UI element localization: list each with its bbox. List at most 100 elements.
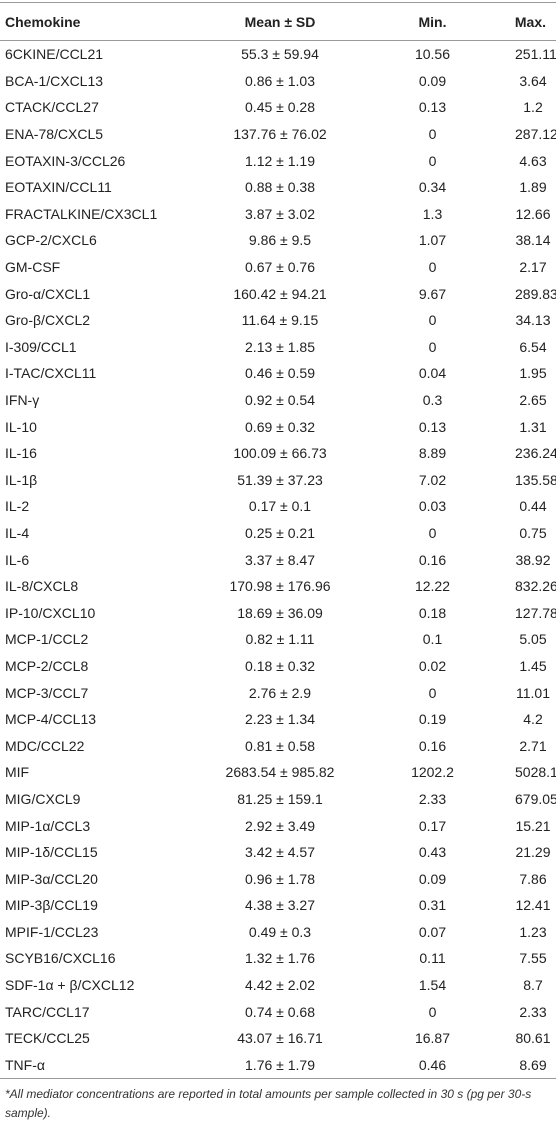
table-cell: 12.41	[515, 897, 551, 914]
table-cell: EOTAXIN/CCL11	[5, 179, 112, 196]
table-cell: 2.71	[519, 737, 547, 754]
table-cell: 137.76 ± 76.02	[233, 126, 327, 143]
table-cell: 0	[428, 1003, 437, 1020]
table-cell: TNF-α	[5, 1056, 45, 1073]
table-cell: 170.98 ± 176.96	[229, 578, 331, 595]
table-cell: 5028.19	[515, 764, 556, 781]
table-cell: MIP-3α/CCL20	[5, 870, 98, 887]
table-row: TARC/CCL17 0.74 ± 0.68 0 2.33	[0, 998, 556, 1025]
table-row: TECK/CCL25 43.07 ± 16.71 16.87 80.61	[0, 1025, 556, 1052]
table-cell: IL-1β	[5, 471, 38, 488]
table-cell: 9.86 ± 9.5	[248, 232, 312, 249]
table-row: SCYB16/CXCL16 1.32 ± 1.76 0.11 7.55	[0, 945, 556, 972]
table-cell: Gro-β/CXCL2	[5, 312, 91, 329]
table-cell: 0.25 ± 0.21	[245, 524, 315, 541]
table-cell: 0.17 ± 0.1	[248, 498, 312, 515]
table-cell: 0	[428, 126, 437, 143]
table-row: MCP-2/CCL8 0.18 ± 0.32 0.02 1.45	[0, 653, 556, 680]
table-cell: 4.42 ± 2.02	[245, 977, 315, 994]
table-cell: 0.19	[418, 711, 447, 728]
table-cell: 16.87	[414, 1030, 451, 1047]
table-cell: IL-6	[5, 551, 30, 568]
table-cell: 287.12	[515, 126, 556, 143]
table-cell: 0.49 ± 0.3	[248, 923, 312, 940]
table-cell: 2.65	[519, 392, 547, 409]
table-cell: 2.13 ± 1.85	[245, 338, 315, 355]
table-cell: 0.46	[418, 1056, 447, 1073]
table-cell: 12.66	[515, 205, 551, 222]
table-cell: 0	[428, 524, 437, 541]
table-cell: 832.26	[515, 578, 556, 595]
table-cell: 6.54	[519, 338, 547, 355]
table-cell: 0.11	[419, 950, 446, 967]
table-cell: 0.18 ± 0.32	[245, 657, 315, 674]
table-cell: 2.33	[519, 1003, 547, 1020]
table-cell: 0.3	[422, 392, 443, 409]
table-cell: 2.23 ± 1.34	[245, 711, 315, 728]
table-cell: I-TAC/CXCL11	[5, 365, 97, 382]
table-cell: 0.09	[418, 72, 447, 89]
table-cell: 1.2	[523, 99, 543, 116]
table-cell: 1.89	[519, 179, 547, 196]
table-cell: 4.38 ± 3.27	[245, 897, 315, 914]
table-cell: 1.3	[422, 205, 443, 222]
table-cell: 8.89	[418, 445, 447, 462]
table-row: IL-8/CXCL8 170.98 ± 176.96 12.22 832.26	[0, 573, 556, 600]
table-cell: CTACK/CCL27	[5, 99, 99, 116]
table-cell: 0.96 ± 1.78	[245, 870, 315, 887]
table-row: IP-10/CXCL10 18.69 ± 36.09 0.18 127.78	[0, 599, 556, 626]
table-row: MCP-3/CCL7 2.76 ± 2.9 0 11.01	[0, 679, 556, 706]
table-cell: 127.78	[515, 604, 556, 621]
table-cell: 2.33	[418, 790, 447, 807]
table-cell: 0.86 ± 1.03	[245, 72, 315, 89]
table-row: EOTAXIN/CCL11 0.88 ± 0.38 0.34 1.89	[0, 174, 556, 201]
table-cell: 7.86	[519, 870, 547, 887]
table-row: MPIF-1/CCL23 0.49 ± 0.3 0.07 1.23	[0, 919, 556, 946]
footnote: *All mediator concentrations are reporte…	[5, 1087, 532, 1121]
table-cell: 0	[428, 259, 437, 276]
table-cell: 0.69 ± 0.32	[245, 418, 315, 435]
table-cell: ENA-78/CXCL5	[5, 126, 104, 143]
table-cell: 34.13	[515, 312, 551, 329]
table-cell: MCP-2/CCL8	[5, 657, 89, 674]
table-cell: 80.61	[515, 1030, 551, 1047]
table-cell: 0.13	[418, 418, 447, 435]
header-cell: Min.	[370, 2, 495, 41]
table-cell: 6CKINE/CCL21	[5, 46, 104, 63]
table-cell: 0.1	[422, 631, 443, 648]
table-row: IL-1β 51.39 ± 37.23 7.02 135.58	[0, 467, 556, 494]
table-body: 6CKINE/CCL21 55.3 ± 59.94 10.56 251.11 BCA-1…	[0, 41, 556, 1079]
table-row: FRACTALKINE/CX3CL1 3.87 ± 3.02 1.3 12.66	[0, 201, 556, 228]
table-cell: 43.07 ± 16.71	[237, 1030, 323, 1047]
table-cell: 2.17	[519, 259, 547, 276]
table-row: Gro-α/CXCL1 160.42 ± 94.21 9.67 289.83	[0, 280, 556, 307]
table-cell: TECK/CCL25	[5, 1030, 90, 1047]
table-cell: 1.95	[519, 365, 547, 382]
table-cell: 1.07	[418, 232, 447, 249]
table-cell: GM-CSF	[5, 259, 61, 276]
table-row: GCP-2/CXCL6 9.86 ± 9.5 1.07 38.14	[0, 227, 556, 254]
header-cell: Max.	[495, 2, 556, 41]
table-cell: 0.43	[418, 844, 447, 861]
table-row: I-TAC/CXCL11 0.46 ± 0.59 0.04 1.95	[0, 360, 556, 387]
table-row: SDF-1α + β/CXCL12 4.42 ± 2.02 1.54 8.7	[0, 972, 556, 999]
data-table: Chemokine Mean ± SD Min. Max. 6CKINE/CCL21 5…	[0, 2, 556, 1080]
table-cell: 0.16	[418, 551, 447, 568]
table-cell: 679.05	[515, 790, 556, 807]
table-cell: 0	[428, 684, 437, 701]
table-cell: MPIF-1/CCL23	[5, 923, 99, 940]
table-cell: MIG/CXCL9	[5, 790, 81, 807]
table-row: ENA-78/CXCL5 137.76 ± 76.02 0 287.12	[0, 121, 556, 148]
table-cell: 4.63	[519, 152, 547, 169]
table-cell: EOTAXIN-3/CCL26	[5, 152, 126, 169]
table-cell: 0.09	[418, 870, 447, 887]
table-cell: GCP-2/CXCL6	[5, 232, 97, 249]
table-cell: 11.64 ± 9.15	[241, 312, 319, 329]
table-cell: 0.16	[418, 737, 447, 754]
table-cell: 0.75	[519, 524, 547, 541]
table-cell: MIP-3β/CCL19	[5, 897, 98, 914]
table-cell: 3.87 ± 3.02	[245, 205, 315, 222]
table-cell: 251.11	[515, 46, 556, 63]
table-cell: MIP-1α/CCL3	[5, 817, 91, 834]
table-cell: 1.45	[519, 657, 547, 674]
